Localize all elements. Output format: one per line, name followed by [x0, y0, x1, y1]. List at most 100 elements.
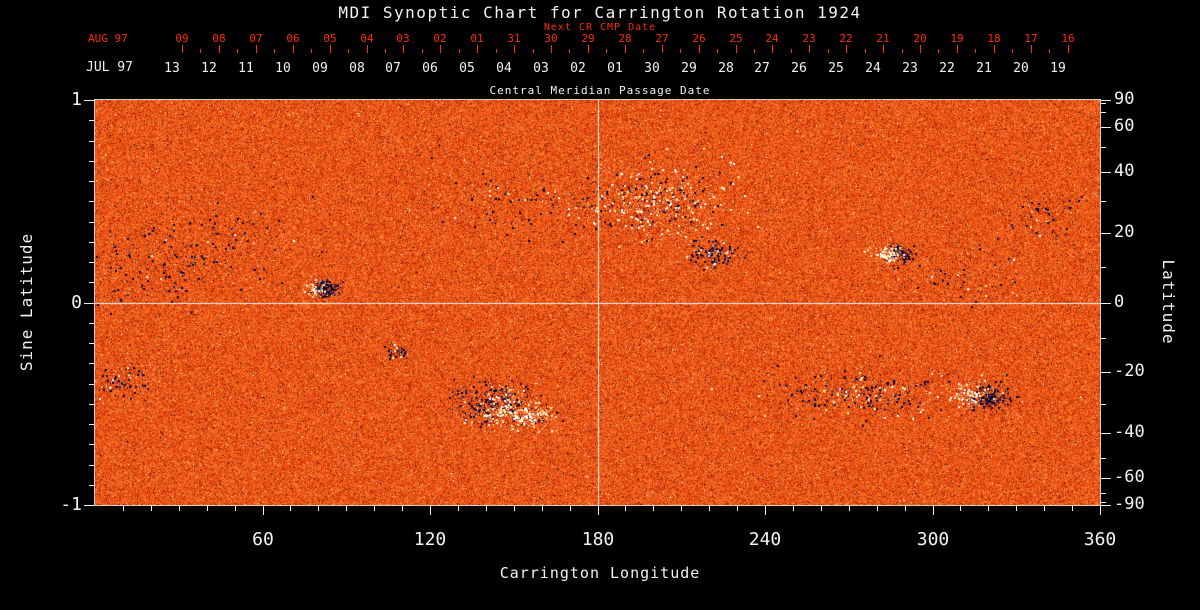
next-cr-month-label: AUG 97: [88, 32, 128, 45]
cmp-day-label: 19: [1050, 61, 1066, 76]
next-cr-axis-tick: [219, 45, 220, 53]
next-cr-day-label: 31: [507, 32, 521, 45]
next-cr-axis-tick: [367, 45, 368, 53]
right-axis-major-tick: [1101, 505, 1111, 506]
cmp-day-label: 29: [681, 61, 697, 76]
left-axis-title: Sine Latitude: [17, 232, 36, 372]
next-cr-axis-minor-tick: [1012, 49, 1013, 53]
next-cr-axis-tick: [256, 45, 257, 53]
right-axis-tick-label: -40: [1114, 422, 1145, 442]
cmp-day-label: 10: [275, 61, 291, 76]
bottom-axis-tick-label: 240: [748, 529, 782, 550]
next-cr-day-label: 27: [655, 32, 669, 45]
bottom-axis-tick: [653, 506, 654, 511]
left-axis-tick: [89, 343, 94, 344]
next-cr-axis-minor-tick: [791, 49, 792, 53]
right-axis-minor-tick: [1101, 147, 1106, 148]
next-cr-axis-minor-tick: [569, 49, 570, 53]
bottom-axis-tick: [123, 506, 124, 511]
left-axis-tick-label: 0: [71, 292, 82, 313]
next-cr-axis-minor-tick: [311, 49, 312, 53]
bottom-axis-tick: [207, 506, 208, 511]
cmp-day-label: 03: [533, 61, 549, 76]
next-cr-axis-tick: [477, 45, 478, 53]
bottom-axis-title: Carrington Longitude: [499, 564, 701, 582]
next-cr-axis-tick: [699, 45, 700, 53]
right-axis-minor-tick: [1101, 338, 1106, 339]
cmp-day-label: 24: [865, 61, 881, 76]
next-cr-day-label: 26: [692, 32, 706, 45]
bottom-axis-tick: [290, 506, 291, 511]
next-cr-axis-tick: [182, 45, 183, 53]
left-axis-tick-label: 1: [71, 89, 82, 110]
next-cr-day-label: 06: [286, 32, 300, 45]
next-cr-day-label: 19: [950, 32, 964, 45]
right-axis-minor-tick: [1101, 267, 1106, 268]
right-axis-tick-label: -60: [1114, 467, 1145, 487]
left-axis-tick: [89, 181, 94, 182]
bottom-axis-tick: [988, 506, 989, 511]
next-cr-axis-minor-tick: [606, 49, 607, 53]
next-cr-axis-tick: [662, 45, 663, 53]
right-axis-major-tick: [1101, 372, 1111, 373]
next-cr-axis-tick: [551, 45, 552, 53]
cmp-day-label: 21: [976, 61, 992, 76]
bottom-axis-tick: [235, 506, 236, 511]
next-cr-axis-minor-tick: [274, 49, 275, 53]
left-axis-tick: [89, 242, 94, 243]
right-axis-minor-tick: [1101, 502, 1106, 503]
bottom-axis-tick: [458, 506, 459, 511]
next-cr-axis-minor-tick: [237, 49, 238, 53]
next-cr-day-label: 03: [396, 32, 410, 45]
left-axis-tick: [89, 141, 94, 142]
bottom-axis-tick: [151, 506, 152, 511]
left-axis-tick: [89, 384, 94, 385]
next-cr-axis-tick: [736, 45, 737, 53]
cmp-day-label: 02: [570, 61, 586, 76]
right-axis-tick-label: 0: [1114, 292, 1125, 312]
cmp-day-label: 04: [496, 61, 512, 76]
bottom-axis-tick: [542, 506, 543, 511]
next-cr-day-label: 05: [323, 32, 337, 45]
next-cr-day-label: 21: [876, 32, 890, 45]
next-cr-axis-tick: [588, 45, 589, 53]
next-cr-cmp-date-label: Next CR CMP Date: [543, 22, 657, 33]
bottom-axis-tick: [1100, 506, 1101, 515]
next-cr-day-label: 22: [839, 32, 853, 45]
left-axis-tick: [89, 363, 94, 364]
next-cr-day-label: 17: [1024, 32, 1038, 45]
bottom-axis-tick: [570, 506, 571, 511]
left-axis-tick: [89, 465, 94, 466]
bottom-axis-tick: [960, 506, 961, 511]
bottom-axis-tick: [933, 506, 934, 515]
next-cr-day-label: 16: [1061, 32, 1075, 45]
right-axis-major-tick: [1101, 478, 1111, 479]
bottom-axis-tick: [737, 506, 738, 511]
bottom-axis-tick: [346, 506, 347, 511]
next-cr-axis-minor-tick: [680, 49, 681, 53]
left-axis-tick-label: -1: [60, 494, 82, 515]
cmp-day-label: 12: [201, 61, 217, 76]
bottom-axis-tick: [598, 506, 599, 515]
left-axis-tick: [89, 262, 94, 263]
next-cr-axis-tick: [403, 45, 404, 53]
next-cr-axis-tick: [846, 45, 847, 53]
bottom-axis-tick: [514, 506, 515, 511]
next-cr-day-label: 25: [729, 32, 743, 45]
next-cr-axis-tick: [1031, 45, 1032, 53]
left-axis-tick: [84, 505, 94, 506]
next-cr-axis-minor-tick: [717, 49, 718, 53]
next-cr-axis-minor-tick: [754, 49, 755, 53]
cmp-day-label: 01: [607, 61, 623, 76]
bottom-axis-tick: [179, 506, 180, 511]
next-cr-axis-tick: [1068, 45, 1069, 53]
next-cr-axis-minor-tick: [938, 49, 939, 53]
cmp-month-label: JUL 97: [86, 60, 133, 75]
bottom-axis-tick: [625, 506, 626, 511]
cmp-day-label: 25: [828, 61, 844, 76]
right-axis-major-tick: [1101, 100, 1111, 101]
left-axis-tick: [89, 201, 94, 202]
left-axis-tick: [89, 282, 94, 283]
cmp-day-label: 26: [791, 61, 807, 76]
